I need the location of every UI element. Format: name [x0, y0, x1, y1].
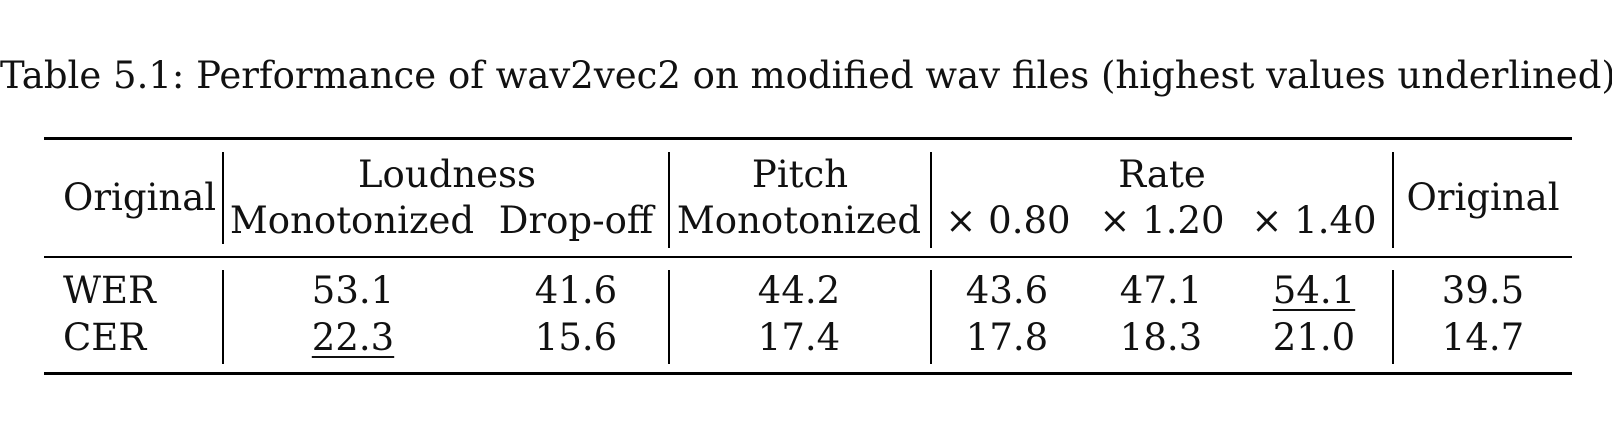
header-loudness-monotonized: Monotonized: [229, 199, 475, 242]
header-group-loudness: Loudness: [357, 153, 537, 196]
cell-wer-loudness-monotonized: 53.1: [311, 269, 395, 312]
cell-cer-loudness-dropoff: 15.6: [534, 316, 618, 359]
cell-cer-rate-140: 21.0: [1272, 316, 1356, 359]
cell-wer-rate-120: 47.1: [1119, 269, 1203, 312]
header-rule: [44, 256, 1572, 258]
table-caption: Table 5.1: Performance of wav2vec2 on mo…: [0, 54, 1612, 97]
separator-after-original-rows: [222, 270, 224, 364]
header-rate-140: × 1.40: [1251, 199, 1377, 242]
header-original-left: Original: [63, 176, 217, 219]
cell-wer-pitch-monotonized: 44.2: [757, 269, 841, 312]
bottom-rule: [44, 372, 1572, 375]
separator-after-pitch-rows: [930, 270, 932, 364]
separator-after-rate: [1392, 152, 1394, 248]
cell-wer-rate-140: 54.1: [1272, 269, 1356, 312]
cell-cer-rate-080: 17.8: [965, 316, 1049, 359]
separator-after-rate-rows: [1392, 270, 1394, 364]
cell-cer-pitch-monotonized: 17.4: [757, 316, 841, 359]
header-group-rate: Rate: [1118, 153, 1206, 196]
cell-cer-loudness-monotonized: 22.3: [311, 316, 395, 359]
header-loudness-dropoff: Drop-off: [498, 199, 654, 242]
header-rate-080: × 0.80: [945, 199, 1071, 242]
header-original-right: Original: [1406, 176, 1560, 219]
top-rule: [44, 137, 1572, 140]
header-pitch-monotonized: Monotonized: [676, 199, 922, 242]
cell-wer-rate-080: 43.6: [965, 269, 1049, 312]
header-group-pitch: Pitch: [751, 153, 849, 196]
cell-wer-original: 39.5: [1441, 269, 1525, 312]
separator-after-pitch: [930, 152, 932, 248]
row-label-wer: WER: [63, 269, 156, 312]
cell-cer-original: 14.7: [1441, 316, 1525, 359]
separator-after-original: [222, 152, 224, 244]
separator-after-loudness: [668, 152, 670, 248]
cell-cer-rate-120: 18.3: [1119, 316, 1203, 359]
separator-after-loudness-rows: [668, 270, 670, 364]
cell-wer-loudness-dropoff: 41.6: [534, 269, 618, 312]
row-label-cer: CER: [63, 316, 147, 359]
header-rate-120: × 1.20: [1099, 199, 1225, 242]
